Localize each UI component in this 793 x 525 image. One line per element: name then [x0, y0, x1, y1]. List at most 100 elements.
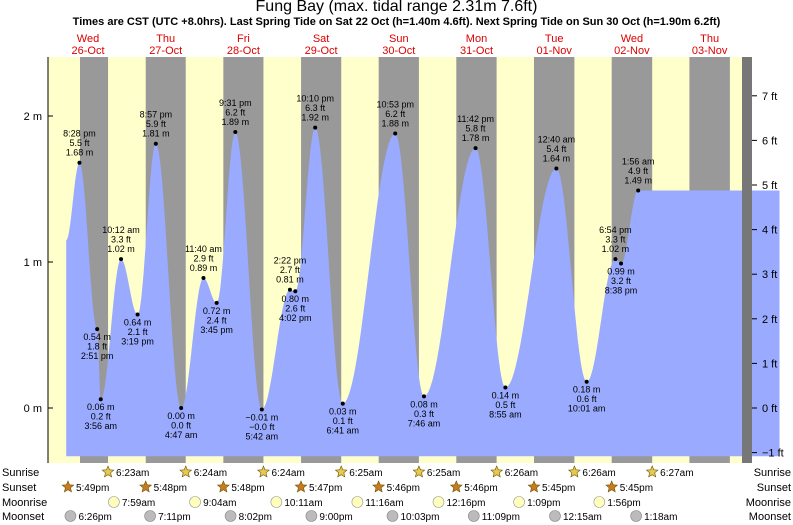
extreme-label: 0.54 m — [83, 332, 111, 342]
extreme-label: 3:45 pm — [200, 325, 233, 335]
day-label-weekday: Thu — [700, 33, 719, 45]
footer-row-label-left: Sunrise — [2, 467, 39, 479]
moonset-time: 7:11pm — [158, 512, 191, 523]
extreme-label: 1.88 m — [381, 119, 409, 129]
sunrise-time: 6:26am — [505, 468, 538, 479]
extreme-label: 2.4 ft — [207, 315, 228, 325]
footer-row-label-left: Moonrise — [2, 497, 47, 509]
moonrise-icon — [513, 496, 525, 508]
extreme-label: −0.01 m — [245, 412, 278, 422]
extreme-point — [77, 160, 82, 165]
extreme-label: 11:40 am — [185, 244, 222, 254]
moonset-icon — [144, 510, 156, 522]
moonrise-time: 11:16am — [365, 498, 403, 509]
moonrise-time: 1:56pm — [607, 498, 640, 509]
moonrise-time: 9:04am — [203, 498, 236, 509]
extreme-label: 2.6 ft — [285, 304, 306, 314]
extreme-label: 8:57 pm — [140, 110, 173, 120]
chart-title: Fung Bay (max. tidal range 2.31m 7.6ft) — [255, 0, 538, 15]
moonset-icon — [64, 510, 77, 522]
extreme-point — [613, 257, 618, 262]
moonset-time: 11:09pm — [482, 512, 520, 523]
extreme-point — [179, 406, 184, 410]
extreme-label: 6.2 ft — [385, 109, 406, 119]
extreme-point — [119, 257, 124, 262]
extreme-label: 2:22 pm — [274, 256, 307, 266]
day-label-weekday: Sun — [389, 33, 409, 45]
moonset-time: 1:18am — [644, 512, 677, 523]
sunrise-icon — [101, 465, 115, 478]
sunrise-icon — [256, 465, 270, 478]
extreme-label: 7:46 am — [408, 418, 441, 428]
day-label-date: 31-Oct — [460, 45, 493, 57]
extreme-point — [98, 397, 103, 402]
sunset-icon — [372, 480, 386, 493]
sunset-icon — [139, 480, 153, 493]
sunrise-time: 6:26am — [582, 468, 615, 479]
extreme-point — [313, 125, 318, 130]
footer-row-label-left: Moonset — [2, 511, 44, 523]
day-label-weekday: Thu — [156, 33, 175, 45]
extreme-label: 0.3 ft — [414, 409, 435, 419]
day-label-weekday: Tue — [545, 33, 564, 45]
extreme-label: 1.8 ft — [87, 342, 108, 352]
extreme-point — [95, 327, 100, 332]
extreme-point — [214, 300, 219, 305]
sunrise-time: 6:24am — [194, 468, 227, 479]
extreme-label: 8:38 pm — [605, 285, 638, 295]
extreme-label: 8:55 am — [489, 410, 522, 420]
extreme-point — [287, 287, 292, 292]
extreme-point — [233, 130, 238, 135]
y-tick-label-m: 0 m — [24, 403, 42, 415]
moonrise-icon — [270, 496, 283, 508]
y-tick-label-ft: 1 ft — [762, 358, 777, 370]
sunrise-time: 6:23am — [116, 468, 149, 479]
moonrise-icon — [189, 496, 201, 508]
day-label-weekday: Mon — [466, 33, 487, 45]
moonrise-icon — [108, 496, 120, 508]
extreme-point — [293, 289, 298, 294]
y-tick-label-ft: 6 ft — [762, 135, 777, 147]
sunset-icon — [216, 480, 230, 493]
extreme-label: 5.9 ft — [146, 119, 167, 129]
extreme-label: −0.0 ft — [249, 422, 275, 432]
extreme-label: 0.08 m — [410, 399, 438, 409]
moonrise-time: 1:09pm — [527, 498, 560, 509]
extreme-point — [153, 141, 158, 146]
sunrise-icon — [490, 465, 504, 478]
sunset-time: 5:45pm — [620, 483, 653, 494]
sunset-icon — [449, 480, 463, 493]
extreme-label: 0.1 ft — [333, 416, 354, 426]
day-label-date: 02-Nov — [614, 45, 650, 57]
extreme-label: 9:31 pm — [219, 98, 252, 108]
extreme-label: 1.49 m — [624, 175, 652, 185]
footer-row-label-right: Sunset — [757, 482, 791, 494]
sunrise-icon — [334, 465, 348, 478]
day-label-date: 01-Nov — [536, 45, 572, 57]
extreme-label: 1.64 m — [543, 154, 571, 164]
extreme-point — [636, 188, 641, 193]
tide-area — [66, 127, 780, 457]
y-tick-label-ft: −1 ft — [762, 448, 784, 460]
extreme-label: 5:42 am — [246, 431, 279, 441]
sunset-time: 5:49pm — [76, 483, 109, 494]
extreme-label: 0.81 m — [276, 275, 304, 285]
moonrise-icon — [351, 496, 364, 508]
y-tick-label-ft: 0 ft — [762, 403, 777, 415]
extreme-label: 4:47 am — [165, 430, 198, 440]
footer-row-label-right: Moonset — [749, 511, 791, 523]
moonset-icon — [630, 510, 642, 522]
extreme-label: 0.6 ft — [577, 394, 598, 404]
extreme-label: 1.78 m — [462, 133, 490, 143]
sunset-icon — [61, 480, 75, 493]
y-tick-label-m: 2 m — [24, 111, 42, 123]
extreme-label: 2.7 ft — [280, 265, 301, 275]
extreme-label: 3:56 am — [84, 421, 117, 431]
sunset-time: 5:46pm — [464, 483, 497, 494]
extreme-label: 0.80 m — [282, 294, 310, 304]
extreme-label: 10:01 am — [568, 404, 606, 414]
sunrise-time: 6:25am — [349, 468, 382, 479]
extreme-point — [503, 385, 508, 390]
extreme-point — [340, 401, 345, 406]
chart-subtitle: Times are CST (UTC +8.0hrs). Last Spring… — [72, 16, 721, 28]
